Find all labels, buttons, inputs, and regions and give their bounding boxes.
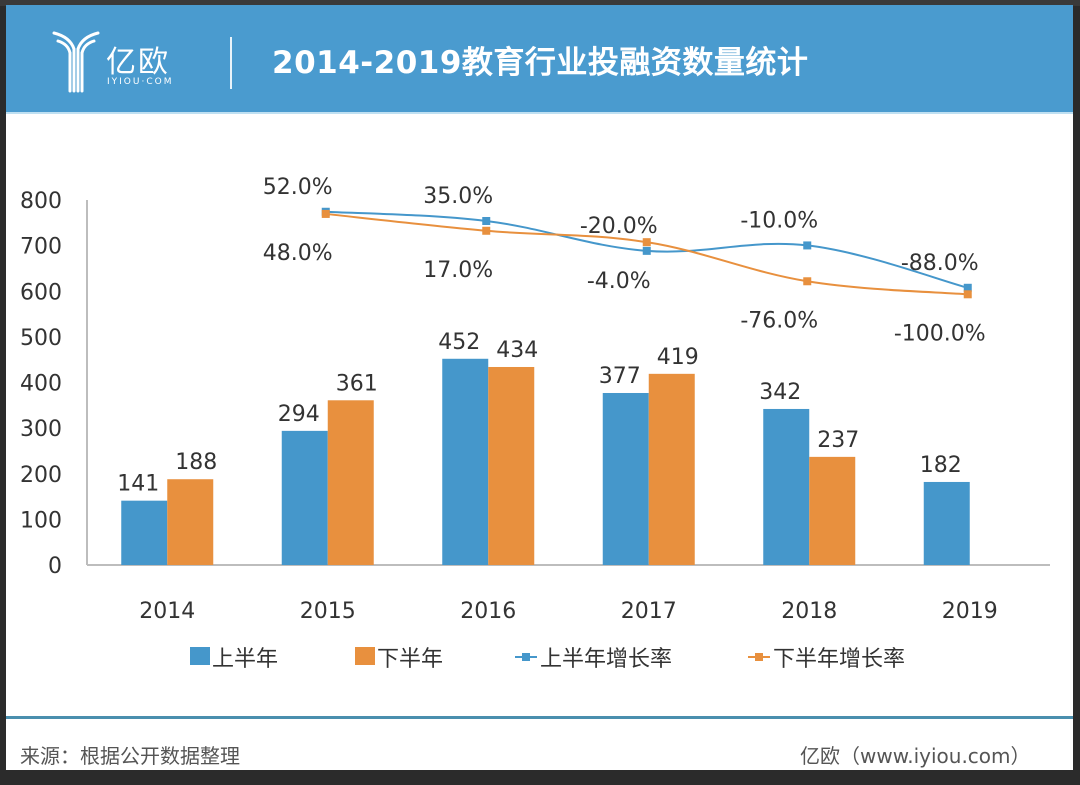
legend-marker-icon bbox=[522, 653, 530, 661]
line-marker bbox=[963, 290, 972, 299]
bar-second-half bbox=[809, 456, 856, 565]
bar-data-label: 237 bbox=[817, 428, 859, 453]
y-tick-label: 700 bbox=[20, 235, 62, 260]
rate-data-label: -10.0% bbox=[740, 208, 818, 233]
x-axis-ticks: 2014 2015 2016 2017 2018 2019 bbox=[139, 599, 998, 624]
rate-data-label: -76.0% bbox=[740, 308, 818, 333]
bar-first-half bbox=[923, 481, 970, 565]
y-tick-label: 100 bbox=[20, 508, 62, 533]
bar-data-label: 434 bbox=[496, 338, 538, 363]
iyiou-logo-icon bbox=[52, 31, 100, 93]
line-marker bbox=[482, 226, 491, 235]
bar-first-half bbox=[281, 430, 328, 565]
y-tick-label: 300 bbox=[20, 417, 62, 442]
top-strip bbox=[0, 0, 1080, 6]
legend-label: 下半年增长率 bbox=[773, 647, 905, 672]
bar-first-half bbox=[602, 392, 649, 565]
bar-first-half bbox=[442, 358, 489, 565]
x-tick-label: 2018 bbox=[781, 599, 837, 624]
bar-data-label: 419 bbox=[657, 345, 699, 370]
bar-first-half bbox=[763, 408, 810, 565]
bar-second-half bbox=[488, 366, 535, 565]
bar-data-label: 188 bbox=[175, 450, 217, 475]
line-marker bbox=[642, 238, 651, 247]
rate-lines bbox=[321, 207, 972, 299]
bar-data-label: 182 bbox=[920, 453, 962, 478]
bar-second-half bbox=[327, 400, 374, 565]
bar-second-half bbox=[167, 479, 214, 565]
source-note: 来源：根据公开数据整理 bbox=[20, 744, 240, 768]
rate-data-label: 48.0% bbox=[263, 241, 333, 266]
rate-data-label: 35.0% bbox=[423, 184, 493, 209]
bar-data-label: 377 bbox=[599, 364, 641, 389]
header-divider bbox=[230, 37, 232, 89]
credit-note: 亿欧（www.iyiou.com） bbox=[800, 744, 1031, 768]
line-marker bbox=[963, 283, 972, 292]
y-tick-label: 600 bbox=[20, 280, 62, 305]
brand-domain: IYIOU·COM bbox=[107, 77, 174, 87]
x-tick-label: 2014 bbox=[139, 599, 195, 624]
bar-data-label: 452 bbox=[438, 330, 480, 355]
line-marker bbox=[803, 277, 812, 286]
legend-swatch-icon bbox=[190, 647, 210, 665]
y-tick-label: 400 bbox=[20, 372, 62, 397]
rate-data-label: -88.0% bbox=[901, 251, 979, 276]
brand-name: 亿欧 bbox=[106, 45, 170, 80]
y-tick-label: 200 bbox=[20, 463, 62, 488]
rate-data-label: -20.0% bbox=[580, 214, 658, 239]
bar-data-label: 361 bbox=[336, 371, 378, 396]
legend-label: 上半年 bbox=[212, 647, 278, 672]
rate-data-label: 52.0% bbox=[263, 175, 333, 200]
line-marker bbox=[803, 241, 812, 250]
bar-data-label: 294 bbox=[278, 402, 320, 427]
line-marker bbox=[321, 209, 330, 218]
legend-marker-icon bbox=[755, 653, 763, 661]
bar-data-label: 141 bbox=[117, 472, 159, 497]
legend: 上半年 下半年 上半年增长率 下半年增长率 bbox=[190, 647, 905, 672]
x-tick-label: 2017 bbox=[621, 599, 677, 624]
rate-data-label: 17.0% bbox=[423, 258, 493, 283]
legend-label: 上半年增长率 bbox=[540, 647, 672, 672]
x-tick-label: 2016 bbox=[460, 599, 516, 624]
rate-data-label: -4.0% bbox=[587, 269, 651, 294]
legend-swatch-icon bbox=[355, 647, 375, 665]
y-tick-label: 500 bbox=[20, 326, 62, 351]
x-tick-label: 2019 bbox=[942, 599, 998, 624]
bar-first-half bbox=[121, 500, 168, 565]
footer-divider bbox=[6, 716, 1073, 719]
y-tick-label: 0 bbox=[48, 554, 62, 579]
bar-data-label: 342 bbox=[759, 380, 801, 405]
y-tick-label: 800 bbox=[20, 189, 62, 214]
y-axis-ticks: 0 100 200 300 400 500 600 700 800 bbox=[20, 189, 62, 579]
bottom-strip bbox=[0, 770, 1080, 785]
data-labels: 141 294 452 377 342 182 188 361 434 419 237 52.0% 35… bbox=[117, 175, 985, 497]
line-marker bbox=[642, 246, 651, 255]
bars bbox=[121, 358, 970, 565]
bar-second-half bbox=[648, 373, 695, 565]
chart-title: 2014-2019教育行业投融资数量统计 bbox=[272, 45, 809, 81]
legend-label: 下半年 bbox=[377, 647, 443, 672]
line-marker bbox=[482, 216, 491, 225]
header-banner: 亿欧 IYIOU·COM 2014-2019教育行业投融资数量统计 bbox=[6, 5, 1073, 114]
x-tick-label: 2015 bbox=[300, 599, 356, 624]
rate-data-label: -100.0% bbox=[894, 321, 986, 346]
chart-panel: 亿欧 IYIOU·COM 2014-2019教育行业投融资数量统计 bbox=[6, 5, 1073, 770]
